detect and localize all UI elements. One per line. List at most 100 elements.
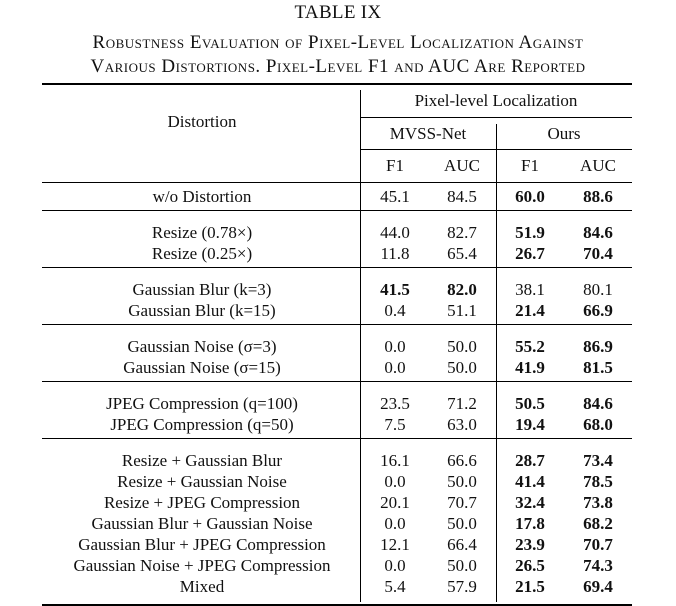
- row-distortion-name: JPEG Compression (q=50): [110, 415, 294, 434]
- cell-ours-f1: 41.4: [515, 472, 545, 491]
- header-mvss-f1: F1: [386, 156, 404, 175]
- row-distortion-name: Resize + Gaussian Noise: [117, 472, 287, 491]
- cell-ours-auc: 73.4: [583, 451, 613, 470]
- cell-mvss-auc: 63.0: [447, 415, 477, 434]
- cell-ours-auc: 66.9: [583, 301, 613, 320]
- cell-mvss-auc: 65.4: [447, 244, 477, 263]
- cell-mvss-auc: 82.0: [447, 280, 477, 299]
- cell-ours-f1: 38.1: [515, 280, 545, 299]
- cell-mvss-auc: 57.9: [447, 577, 477, 596]
- cell-ours-auc: 69.4: [583, 577, 613, 596]
- row-distortion-name: Resize (0.78×): [151, 223, 253, 242]
- cell-ours-auc: 84.6: [583, 223, 613, 242]
- top-rule: [42, 83, 632, 85]
- header-method-a: MVSS-Net: [389, 124, 467, 143]
- cell-mvss-f1: 0.4: [384, 301, 406, 320]
- cell-mvss-auc: 82.7: [447, 223, 477, 242]
- row-distortion-name: w/o Distortion: [152, 187, 252, 206]
- row-distortion-name: Gaussian Noise (σ=3): [127, 337, 277, 356]
- row-distortion-name: Resize (0.25×): [151, 244, 253, 263]
- cell-ours-f1: 21.4: [515, 301, 545, 320]
- header-ours-f1: F1: [521, 156, 539, 175]
- cell-ours-f1: 17.8: [515, 514, 545, 533]
- row-distortion-name: Gaussian Noise (σ=15): [123, 358, 281, 377]
- cell-ours-f1: 21.5: [515, 577, 545, 596]
- cell-mvss-auc: 50.0: [447, 514, 477, 533]
- cell-mvss-auc: 50.0: [447, 337, 477, 356]
- cell-ours-auc: 78.5: [583, 472, 613, 491]
- cell-ours-auc: 86.9: [583, 337, 613, 356]
- cell-mvss-f1: 0.0: [384, 472, 406, 491]
- cell-mvss-f1: 16.1: [380, 451, 410, 470]
- row-distortion-name: Resize + JPEG Compression: [103, 493, 301, 512]
- cell-ours-auc: 74.3: [583, 556, 613, 575]
- group-underline: [360, 117, 632, 118]
- cell-ours-f1: 51.9: [515, 223, 545, 242]
- cell-ours-f1: 23.9: [515, 535, 545, 554]
- cell-ours-f1: 55.2: [515, 337, 545, 356]
- cell-ours-f1: 32.4: [515, 493, 545, 512]
- group-separator: [42, 210, 632, 211]
- cell-ours-f1: 41.9: [515, 358, 545, 377]
- cell-ours-f1: 26.5: [515, 556, 545, 575]
- cell-ours-auc: 80.1: [583, 280, 613, 299]
- table-caption-line1: Robustness Evaluation of Pixel-Level Loc…: [92, 32, 584, 53]
- row-distortion-name: Gaussian Blur (k=3): [132, 280, 272, 299]
- group-separator: [42, 324, 632, 325]
- cell-ours-auc: 68.0: [583, 415, 613, 434]
- cell-mvss-f1: 20.1: [380, 493, 410, 512]
- cell-ours-auc: 84.6: [583, 394, 613, 413]
- header-distortion: Distortion: [167, 112, 237, 131]
- table-label: TABLE IX: [294, 2, 382, 23]
- row-distortion-name: Gaussian Blur + Gaussian Noise: [91, 514, 313, 533]
- cell-mvss-auc: 66.4: [447, 535, 477, 554]
- cell-mvss-auc: 50.0: [447, 556, 477, 575]
- group-separator: [42, 381, 632, 382]
- divider-between-methods: [496, 124, 497, 602]
- cell-ours-auc: 81.5: [583, 358, 613, 377]
- group-separator: [42, 438, 632, 439]
- cell-mvss-f1: 5.4: [384, 577, 406, 596]
- cell-mvss-auc: 51.1: [447, 301, 477, 320]
- row-distortion-name: Gaussian Noise + JPEG Compression: [73, 556, 331, 575]
- row-distortion-name: Mixed: [179, 577, 225, 596]
- header-ours-auc: AUC: [580, 156, 616, 175]
- cell-ours-f1: 26.7: [515, 244, 545, 263]
- cell-mvss-f1: 45.1: [380, 187, 410, 206]
- cell-mvss-f1: 41.5: [380, 280, 410, 299]
- cell-mvss-auc: 50.0: [447, 358, 477, 377]
- cell-mvss-auc: 84.5: [447, 187, 477, 206]
- cell-mvss-f1: 7.5: [384, 415, 406, 434]
- cell-mvss-f1: 44.0: [380, 223, 410, 242]
- group-separator: [42, 267, 632, 268]
- row-distortion-name: Gaussian Blur + JPEG Compression: [78, 535, 326, 554]
- cell-mvss-f1: 0.0: [384, 358, 406, 377]
- cell-ours-auc: 70.7: [583, 535, 613, 554]
- group-separator: [42, 182, 632, 183]
- cell-ours-f1: 19.4: [515, 415, 545, 434]
- row-distortion-name: Gaussian Blur (k=15): [128, 301, 276, 320]
- divider-after-distortion: [360, 90, 361, 602]
- cell-mvss-auc: 70.7: [447, 493, 477, 512]
- cell-mvss-auc: 71.2: [447, 394, 477, 413]
- cell-ours-f1: 28.7: [515, 451, 545, 470]
- cell-ours-auc: 88.6: [583, 187, 613, 206]
- cell-ours-auc: 73.8: [583, 493, 613, 512]
- cell-mvss-auc: 50.0: [447, 472, 477, 491]
- row-distortion-name: JPEG Compression (q=100): [106, 394, 298, 413]
- cell-ours-auc: 70.4: [583, 244, 613, 263]
- cell-mvss-f1: 12.1: [380, 535, 410, 554]
- row-distortion-name: Resize + Gaussian Blur: [121, 451, 283, 470]
- header-mvss-auc: AUC: [444, 156, 480, 175]
- cell-mvss-f1: 11.8: [380, 244, 410, 263]
- cell-mvss-f1: 23.5: [380, 394, 410, 413]
- table-caption-line2: Various Distortions. Pixel-Level F1 and …: [90, 56, 586, 77]
- cell-mvss-auc: 66.6: [447, 451, 477, 470]
- header-method-b: Ours: [547, 124, 581, 143]
- cell-mvss-f1: 0.0: [384, 556, 406, 575]
- cell-ours-f1: 60.0: [515, 187, 545, 206]
- cell-ours-auc: 68.2: [583, 514, 613, 533]
- cell-mvss-f1: 0.0: [384, 514, 406, 533]
- header-group: Pixel-level Localization: [414, 91, 578, 110]
